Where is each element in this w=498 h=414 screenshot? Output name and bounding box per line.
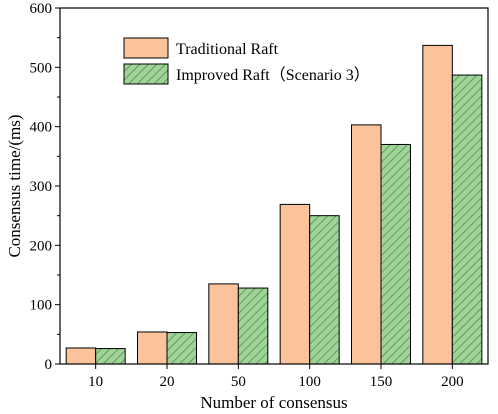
x-tick-label: 200 xyxy=(441,374,464,390)
bar-improved-50 xyxy=(237,287,269,365)
bar-traditional-200 xyxy=(422,44,453,365)
y-tick-label: 200 xyxy=(30,238,53,254)
legend-label-improved: Improved Raft（Scenario 3） xyxy=(176,66,370,84)
axes-group: 0 100 200 300 400 500 600 10 20 50 100 150 200 xyxy=(30,1,489,390)
legend: Traditional Raft Improved Raft（Scenario 3… xyxy=(123,37,370,85)
bar-improved-10 xyxy=(95,348,126,365)
x-tick-label: 50 xyxy=(231,374,246,390)
x-tick-label: 20 xyxy=(160,374,175,390)
y-tick-label: 600 xyxy=(30,1,53,17)
bars-group xyxy=(65,44,483,365)
legend-swatch-traditional xyxy=(123,37,169,59)
bar-traditional-10 xyxy=(65,347,97,365)
bar-traditional-50 xyxy=(208,283,239,365)
bar-improved-100 xyxy=(309,215,340,365)
x-tick-label: 10 xyxy=(88,374,103,390)
x-tick-label: 100 xyxy=(298,374,321,390)
y-tick-label: 0 xyxy=(45,357,53,373)
y-tick-label: 100 xyxy=(30,298,53,314)
bar-improved-20 xyxy=(166,332,197,365)
bar-traditional-20 xyxy=(137,331,168,365)
y-tick-label: 500 xyxy=(30,60,53,76)
x-axis-title: Number of consensus xyxy=(200,393,347,412)
legend-label-traditional: Traditional Raft xyxy=(176,41,279,58)
bar-improved-200 xyxy=(451,74,483,365)
bar-traditional-150 xyxy=(351,124,382,365)
y-tick-label: 400 xyxy=(30,120,53,136)
x-tick-label: 150 xyxy=(370,374,393,390)
y-axis-title: Consensus time/(ms) xyxy=(5,114,24,257)
bar-traditional-100 xyxy=(279,203,311,365)
legend-swatch-improved xyxy=(123,63,169,85)
bar-improved-150 xyxy=(380,143,411,365)
y-tick-label: 300 xyxy=(30,179,53,195)
